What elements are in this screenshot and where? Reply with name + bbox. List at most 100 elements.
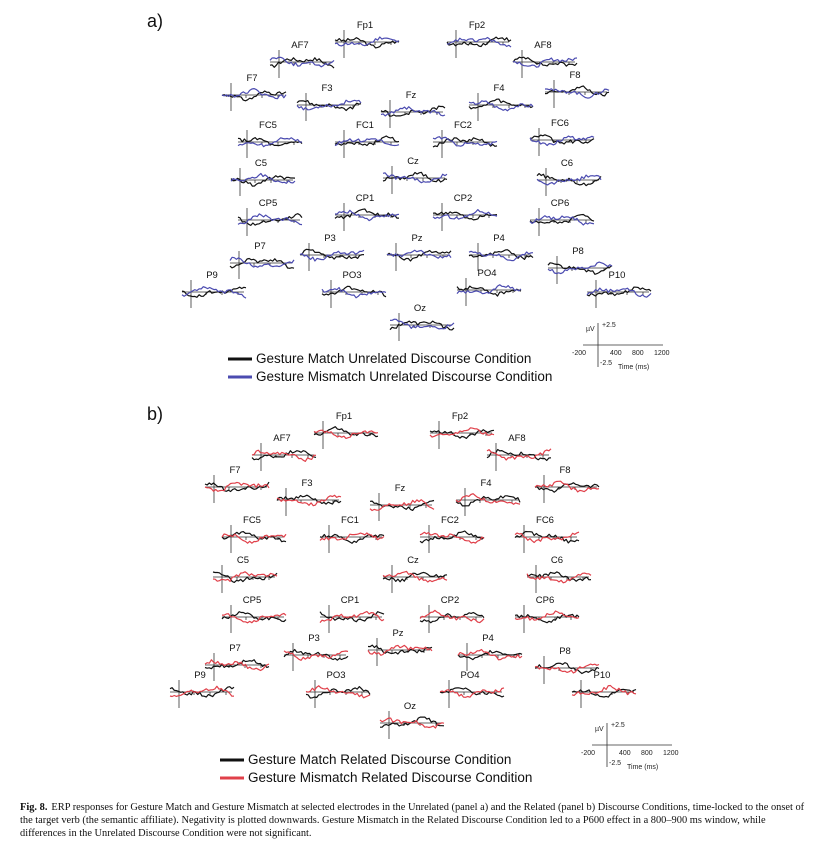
erp-figure: a) Fp1 Fp2 AF7 AF8 F7 F8 F3 Fz F4 FC5 FC1 FC2 FC6 C5 C… (147, 11, 679, 785)
mismatch-trace (313, 429, 379, 440)
electrode-label: CP2 (454, 193, 472, 204)
electrode-label: F8 (569, 70, 580, 81)
electrode-label: P4 (482, 633, 494, 644)
electrode-label: P9 (206, 270, 218, 281)
electrode-plot-po4: PO4 (439, 670, 505, 708)
mismatch-trace (335, 209, 400, 222)
electrode-label: F7 (246, 73, 257, 84)
match-trace (237, 136, 303, 147)
match-trace (455, 495, 521, 507)
electrode-label: P8 (559, 646, 571, 657)
electrode-label: Fp2 (469, 20, 485, 31)
caption-label: Fig. 8. (20, 802, 48, 813)
electrode-plot-f8: F8 (544, 70, 610, 108)
electrode-plot-cp1: CP1 (334, 193, 400, 231)
electrode-plot-p7: P7 (204, 643, 270, 681)
match-trace (296, 99, 362, 112)
mismatch-trace (529, 135, 595, 147)
match-trace (514, 530, 580, 544)
electrode-label: Fz (406, 90, 417, 101)
electrode-label: PO3 (342, 270, 361, 281)
electrode-plot-cz: Cz (382, 156, 448, 194)
scale-tick: 800 (632, 350, 644, 357)
electrode-label: FC5 (259, 120, 277, 131)
electrode-label: PO3 (326, 670, 345, 681)
electrode-label: FC1 (356, 120, 374, 131)
match-trace (514, 613, 580, 624)
electrode-plot-fp2: Fp2 (429, 411, 495, 449)
electrode-plot-fp2: Fp2 (446, 20, 512, 58)
match-trace (419, 611, 485, 624)
match-trace (530, 134, 595, 145)
mismatch-trace (229, 256, 295, 268)
electrode-label: F4 (493, 83, 504, 94)
electrode-label: P9 (194, 670, 206, 681)
match-trace (529, 213, 595, 224)
match-trace (380, 716, 445, 728)
electrode-plot-fp1: Fp1 (313, 411, 379, 449)
electrode-label: PO4 (460, 670, 479, 681)
match-trace (313, 426, 379, 438)
mismatch-trace (382, 172, 448, 184)
electrode-label: AF7 (291, 40, 308, 51)
electrode-plot-p4: P4 (457, 633, 523, 671)
mismatch-trace (237, 137, 303, 148)
electrode-label: P4 (493, 233, 505, 244)
electrode-plot-p8: P8 (547, 246, 613, 284)
electrode-plot-cp5: CP5 (237, 198, 303, 236)
match-trace (169, 686, 235, 698)
match-trace (571, 688, 637, 698)
mismatch-trace (486, 448, 552, 461)
match-trace (221, 90, 287, 102)
electrode-plot-f8: F8 (534, 465, 600, 503)
mismatch-trace (204, 659, 270, 672)
electrode-label: Cz (407, 555, 419, 566)
match-trace (457, 649, 523, 661)
electrode-plot-fc6: FC6 (529, 118, 595, 156)
mismatch-trace (204, 481, 270, 492)
mismatch-trace (386, 249, 452, 259)
electrode-plot-cp1: CP1 (319, 595, 385, 633)
match-trace (367, 644, 433, 655)
scale-tick: 800 (641, 750, 653, 757)
electrode-plot-p7: P7 (229, 241, 295, 279)
scale-tick: 400 (619, 750, 631, 757)
electrode-label: AF7 (273, 433, 290, 444)
scale-tick: 1200 (654, 350, 670, 357)
mismatch-trace (389, 318, 455, 330)
match-trace (283, 648, 349, 661)
electrode-plot-c5: C5 (230, 158, 296, 196)
panel-b-legend: Gesture Match Related Discourse Conditio… (220, 752, 532, 785)
panel-b-scale-bar: µV +2.5 -2.5 -200 400 800 1200 Time (ms) (581, 722, 679, 771)
scale-top: +2.5 (611, 722, 625, 729)
match-trace (251, 450, 317, 461)
electrode-plot-p8: P8 (534, 646, 600, 684)
match-trace (269, 57, 335, 69)
electrode-label: Oz (404, 701, 416, 712)
mismatch-trace (276, 494, 342, 507)
electrode-label: FC2 (441, 515, 459, 526)
scale-tick: -200 (581, 750, 595, 757)
electrode-label: P7 (254, 241, 266, 252)
match-trace (536, 172, 602, 187)
scale-top: +2.5 (602, 322, 616, 329)
electrode-label: Pz (392, 628, 403, 639)
electrode-plot-cz: Cz (382, 555, 448, 593)
electrode-label: CP5 (259, 198, 277, 209)
mismatch-trace (419, 531, 485, 544)
electrode-label: Oz (414, 303, 426, 314)
panel-a-electrode-plots: Fp1 Fp2 AF7 AF8 F7 F8 F3 Fz F4 FC5 FC1 FC2 FC6 C5 Cz C6… (181, 20, 652, 341)
panel-a-scale-bar: µV +2.5 -2.5 -200 400 800 1200 Time (ms) (572, 322, 670, 371)
electrode-plot-c6: C6 (526, 555, 592, 593)
mismatch-trace (305, 685, 371, 699)
match-trace (230, 175, 296, 187)
mismatch-trace (457, 648, 523, 661)
electrode-plot-pz: Pz (367, 628, 433, 666)
electrode-plot-fz: Fz (369, 483, 435, 521)
match-trace (229, 257, 295, 269)
match-trace (486, 448, 552, 462)
panel-b-label: b) (147, 404, 163, 424)
electrode-label: Pz (411, 233, 422, 244)
electrode-label: C6 (561, 158, 573, 169)
match-trace (319, 611, 385, 623)
